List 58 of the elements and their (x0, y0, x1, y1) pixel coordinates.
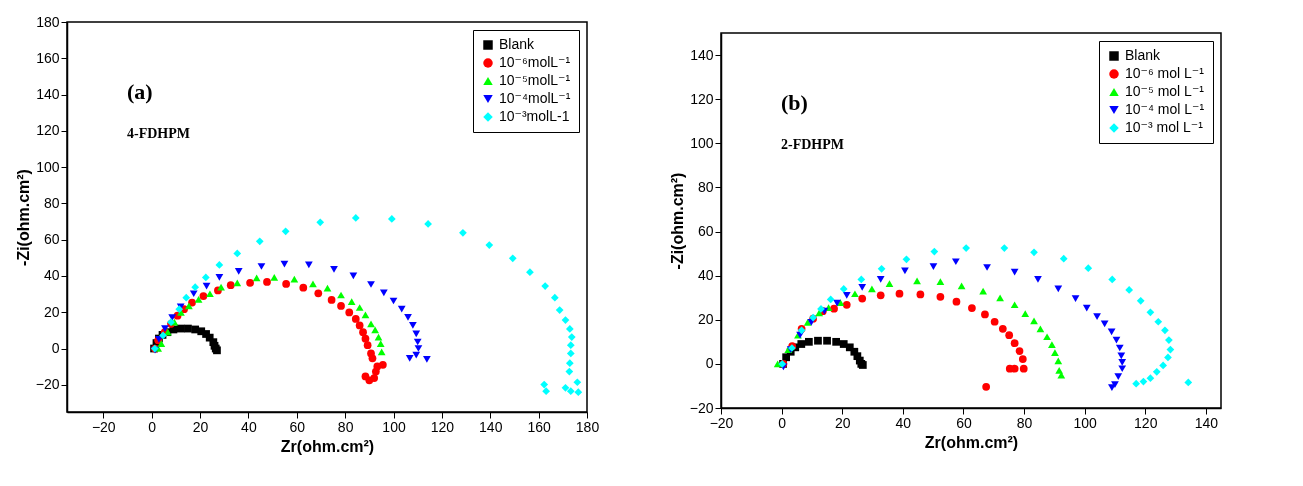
x-tick-label: 60 (956, 414, 972, 431)
x-tick-label: 140 (479, 418, 503, 435)
y-tick-label: 80 (43, 194, 60, 211)
x-tick-label: 20 (834, 414, 851, 431)
x-tick-label: 160 (527, 418, 552, 435)
y-tick-label: 140 (690, 46, 714, 63)
y-tick-label: 0 (705, 355, 714, 372)
legend-label: 10⁻⁶ mol L⁻¹ (1125, 65, 1205, 81)
y-tick-label: 20 (697, 311, 714, 328)
x-axis-title: Zr(ohm.cm²) (280, 437, 375, 455)
y-tick-label: 60 (43, 231, 60, 248)
y-axis-title: -Zi(ohm.cm²) (668, 172, 686, 270)
x-axis-title: Zr(ohm.cm²) (924, 433, 1019, 451)
legend-label: 10⁻⁶molL⁻¹ (499, 54, 571, 70)
x-tick-label: 180 (575, 418, 600, 435)
legend-label: 10⁻⁵ mol L⁻¹ (1125, 83, 1205, 99)
y-axis-title: -Zi(ohm.cm²) (14, 169, 32, 266)
annotation: (a) (127, 79, 153, 104)
y-tick-label: −20 (35, 376, 60, 393)
x-tick-label: 100 (1073, 414, 1098, 431)
x-tick-label: 120 (430, 418, 455, 435)
y-tick-label: 100 (36, 158, 60, 175)
x-tick-label: 0 (148, 418, 157, 435)
x-tick-label: 40 (895, 414, 912, 431)
x-tick-label: 40 (241, 418, 257, 435)
y-tick-label: 60 (697, 223, 714, 240)
y-tick-label: 20 (43, 303, 60, 320)
annotation: 2-FDHPM (781, 137, 844, 152)
y-tick-label: 100 (690, 134, 714, 151)
y-tick-label: 180 (36, 13, 60, 30)
y-tick-label: 40 (697, 267, 714, 284)
y-tick-label: −20 (689, 399, 714, 416)
legend-label: Blank (499, 36, 536, 52)
y-tick-label: 0 (51, 340, 60, 357)
x-tick-label: 120 (1134, 414, 1158, 431)
annotation: 4-FDHPM (127, 126, 190, 141)
y-tick-label: 140 (36, 86, 60, 103)
x-tick-label: 20 (192, 418, 209, 435)
y-tick-label: 80 (697, 178, 714, 195)
x-tick-label: 140 (1194, 414, 1219, 431)
x-tick-label: −20 (709, 414, 734, 431)
x-tick-label: 100 (382, 418, 406, 435)
legend-label: Blank (1125, 47, 1162, 63)
legend-label: 10⁻³molL-1 (499, 108, 570, 124)
legend-label: 10⁻⁵molL⁻¹ (499, 72, 571, 88)
y-tick-label: 120 (690, 90, 714, 107)
y-tick-label: 160 (36, 49, 60, 66)
y-tick-label: 120 (36, 122, 60, 139)
x-tick-label: −20 (91, 418, 116, 435)
legend-label: 10⁻⁴molL⁻¹ (499, 90, 571, 106)
x-tick-label: 80 (337, 418, 354, 435)
x-tick-label: 0 (778, 414, 787, 431)
legend-label: 10⁻³ mol L⁻¹ (1125, 119, 1204, 135)
y-tick-label: 40 (43, 267, 60, 284)
x-tick-label: 80 (1016, 414, 1033, 431)
legend-label: 10⁻⁴ mol L⁻¹ (1125, 101, 1205, 117)
annotation: (b) (781, 90, 808, 115)
x-tick-label: 60 (289, 418, 306, 435)
